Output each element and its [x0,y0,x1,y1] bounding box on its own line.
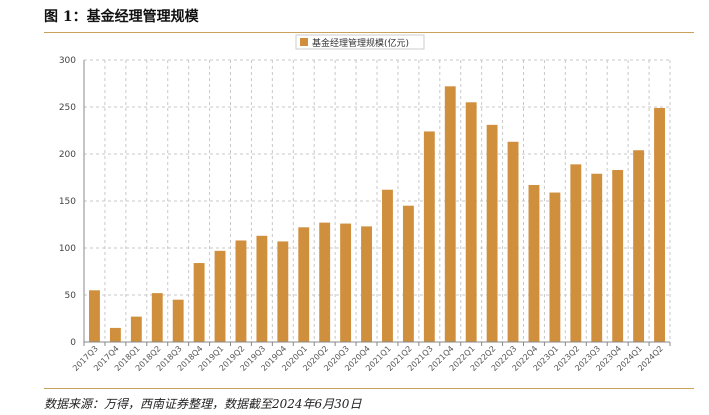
bars [89,86,665,342]
bottom-rule [44,388,694,389]
legend-box [295,34,425,50]
bar [109,327,121,342]
bar [298,227,310,342]
figure-title: 图 1：基金经理管理规模 [44,9,199,25]
bar [319,222,331,342]
y-tick-label: 0 [70,338,76,348]
y-tick-label: 150 [59,197,76,207]
bar [633,150,645,342]
bar [361,226,372,342]
y-tick-label: 100 [59,244,76,254]
legend-label: 基金经理管理规模(亿元) [312,37,409,49]
bar [423,131,435,342]
bar [235,240,247,342]
bar [570,164,582,342]
bar [528,185,540,342]
bar [465,102,477,342]
bar [402,205,414,342]
bar [89,290,100,342]
source-note: 数据来源：万得，西南证券整理，数据截至2024年6月30日 [44,397,362,411]
bar [214,250,226,342]
y-tick-label: 200 [59,150,76,160]
bar [549,192,561,342]
y-tick-label: 250 [59,103,76,113]
y-tick-label: 300 [59,56,76,66]
bar [340,223,352,342]
bar [172,299,184,342]
bar [382,189,393,342]
bar [612,169,624,342]
bar [444,86,456,342]
top-rule [44,32,694,33]
bar [486,124,498,342]
grid [84,59,671,342]
bar [193,263,205,342]
bar [507,141,519,342]
bar [151,293,163,342]
legend: 基金经理管理规模(亿元) [295,34,425,50]
bar [654,107,665,342]
legend-swatch [300,38,308,46]
bar [256,235,268,342]
bar [130,316,142,342]
bar [277,241,289,342]
bar [591,173,603,342]
y-tick-label: 50 [65,291,77,301]
